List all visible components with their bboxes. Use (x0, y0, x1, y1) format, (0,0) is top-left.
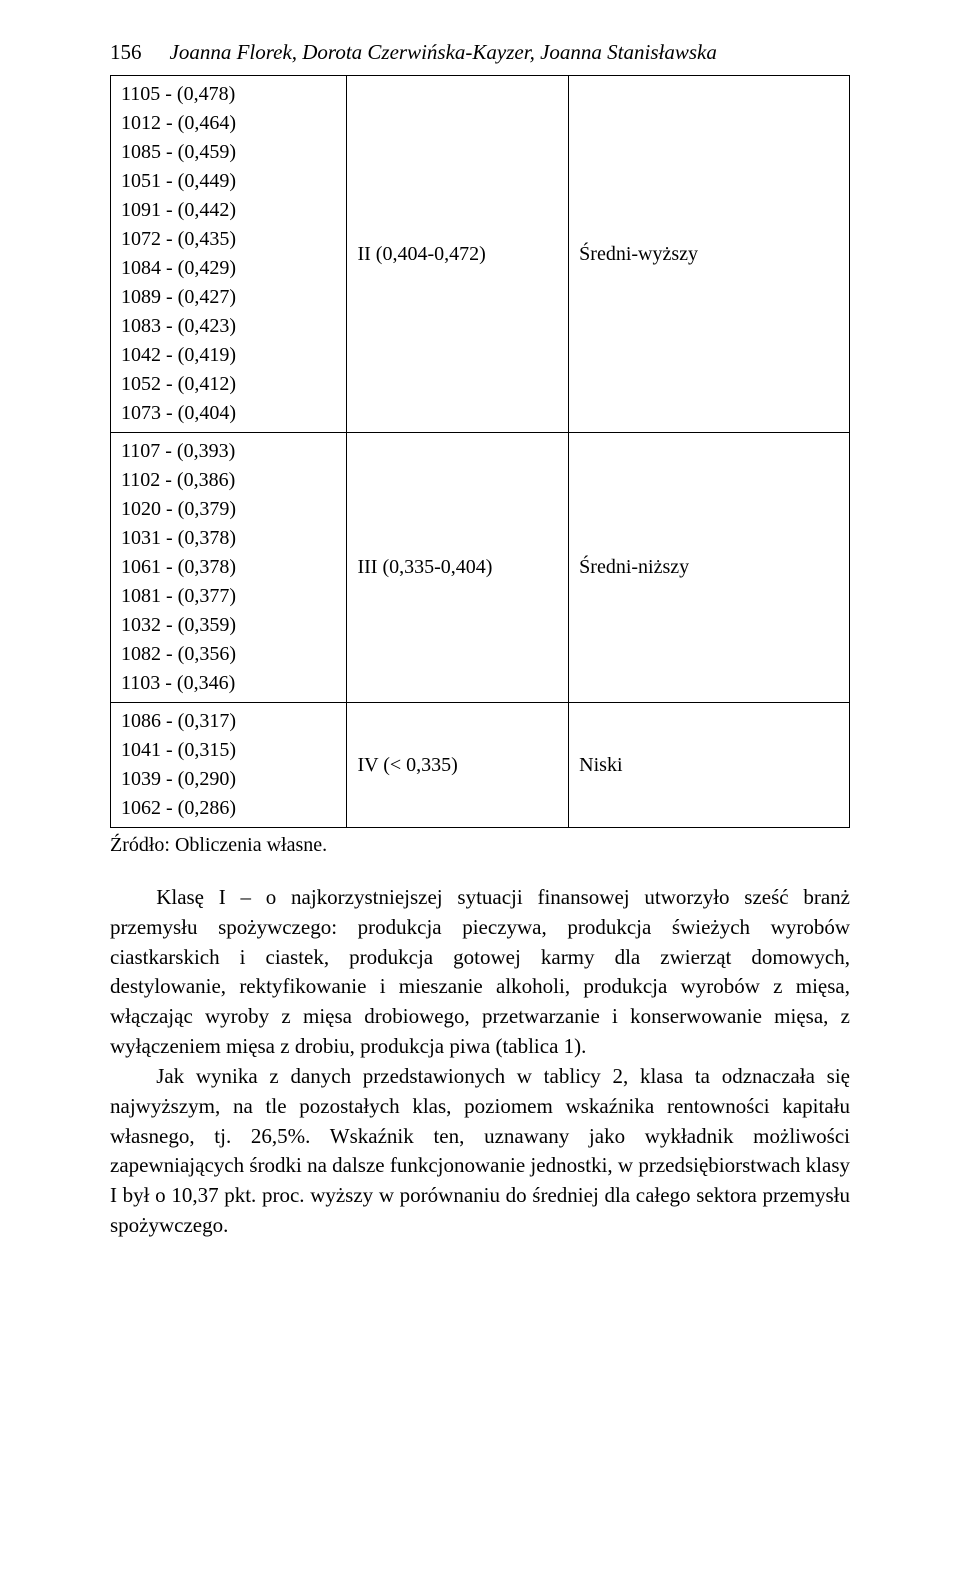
paragraph: Jak wynika z danych przedstawionych w ta… (110, 1062, 850, 1241)
item-line: 1031 - (0,378) (121, 524, 336, 553)
items-cell: 1105 - (0,478)1012 - (0,464)1085 - (0,45… (111, 76, 347, 433)
page-header: 156 Joanna Florek, Dorota Czerwińska-Kay… (110, 40, 850, 65)
paragraph: Klasę I – o najkorzystniejszej sytuacji … (110, 883, 850, 1062)
item-line: 1042 - (0,419) (121, 341, 336, 370)
item-line: 1062 - (0,286) (121, 794, 336, 823)
table-row: 1107 - (0,393)1102 - (0,386)1020 - (0,37… (111, 433, 850, 703)
authors-line: Joanna Florek, Dorota Czerwińska-Kayzer,… (170, 40, 717, 65)
page: 156 Joanna Florek, Dorota Czerwińska-Kay… (0, 0, 960, 1301)
label-cell: Niski (569, 703, 850, 828)
item-line: 1085 - (0,459) (121, 138, 336, 167)
item-line: 1081 - (0,377) (121, 582, 336, 611)
item-line: 1020 - (0,379) (121, 495, 336, 524)
label-cell: Średni-wyższy (569, 76, 850, 433)
label-cell: Średni-niższy (569, 433, 850, 703)
table-row: 1105 - (0,478)1012 - (0,464)1085 - (0,45… (111, 76, 850, 433)
item-line: 1083 - (0,423) (121, 312, 336, 341)
item-line: 1072 - (0,435) (121, 225, 336, 254)
item-line: 1082 - (0,356) (121, 640, 336, 669)
items-cell: 1107 - (0,393)1102 - (0,386)1020 - (0,37… (111, 433, 347, 703)
item-line: 1051 - (0,449) (121, 167, 336, 196)
item-line: 1032 - (0,359) (121, 611, 336, 640)
item-line: 1103 - (0,346) (121, 669, 336, 698)
item-line: 1012 - (0,464) (121, 109, 336, 138)
item-line: 1086 - (0,317) (121, 707, 336, 736)
range-cell: IV (< 0,335) (347, 703, 569, 828)
item-line: 1061 - (0,378) (121, 553, 336, 582)
source-line: Źródło: Obliczenia własne. (110, 834, 850, 857)
item-line: 1052 - (0,412) (121, 370, 336, 399)
item-line: 1102 - (0,386) (121, 466, 336, 495)
item-line: 1039 - (0,290) (121, 765, 336, 794)
page-number: 156 (110, 40, 142, 65)
range-cell: III (0,335-0,404) (347, 433, 569, 703)
item-line: 1041 - (0,315) (121, 736, 336, 765)
items-cell: 1086 - (0,317)1041 - (0,315)1039 - (0,29… (111, 703, 347, 828)
item-line: 1089 - (0,427) (121, 283, 336, 312)
item-line: 1091 - (0,442) (121, 196, 336, 225)
table-row: 1086 - (0,317)1041 - (0,315)1039 - (0,29… (111, 703, 850, 828)
classification-table: 1105 - (0,478)1012 - (0,464)1085 - (0,45… (110, 75, 850, 828)
body-text: Klasę I – o najkorzystniejszej sytuacji … (110, 883, 850, 1241)
item-line: 1105 - (0,478) (121, 80, 336, 109)
item-line: 1073 - (0,404) (121, 399, 336, 428)
item-line: 1107 - (0,393) (121, 437, 336, 466)
range-cell: II (0,404-0,472) (347, 76, 569, 433)
item-line: 1084 - (0,429) (121, 254, 336, 283)
